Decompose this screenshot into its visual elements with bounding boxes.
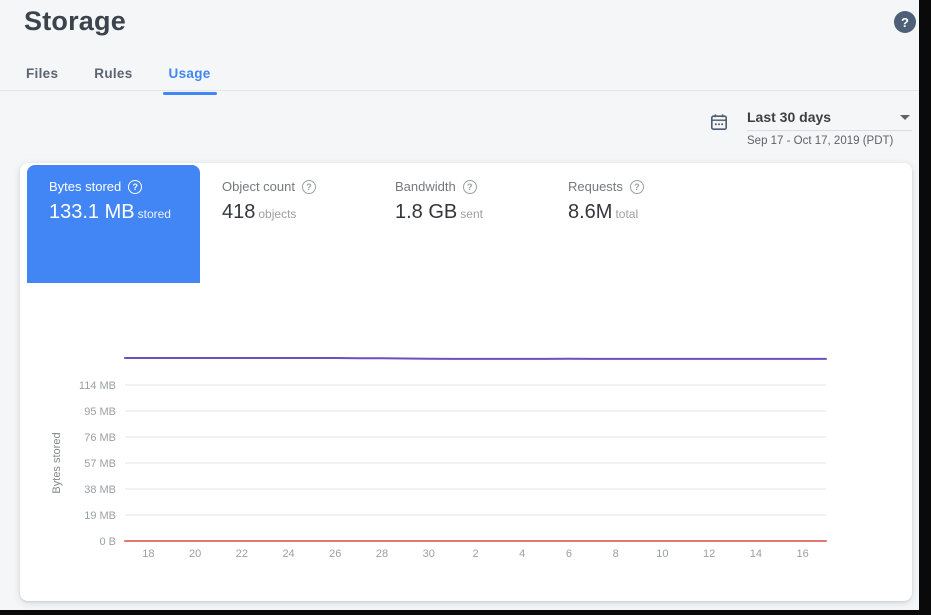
y-tick-label: 38 MB — [84, 484, 116, 496]
stat-bytes-stored[interactable]: Bytes stored ? 133.1 MB stored — [27, 165, 200, 283]
stat-label: Bandwidth — [395, 179, 456, 194]
x-tick-label: 2 — [472, 548, 478, 560]
stat-unit: stored — [137, 207, 171, 221]
x-tick-label: 30 — [423, 548, 435, 560]
chevron-down-icon — [900, 114, 910, 120]
x-tick-label: 18 — [142, 548, 154, 560]
tab-bar: Files Rules Usage — [24, 60, 217, 95]
question-circle-icon[interactable]: ? — [629, 179, 644, 194]
stat-value-row: 1.8 GB sent — [395, 201, 536, 224]
x-tick-label: 24 — [282, 548, 294, 560]
stat-label: Requests — [568, 179, 623, 194]
x-tick-label: 28 — [376, 548, 388, 560]
x-tick-label: 6 — [566, 548, 572, 560]
date-range-label: Last 30 days — [747, 109, 832, 125]
x-tick-label: 20 — [189, 548, 201, 560]
y-tick-label: 19 MB — [84, 510, 116, 522]
stat-object-count[interactable]: Object count ? 418 objects — [200, 165, 373, 283]
x-tick-label: 14 — [750, 548, 762, 560]
y-tick-label: 76 MB — [84, 432, 116, 444]
x-tick-label: 12 — [703, 548, 715, 560]
stat-bandwidth[interactable]: Bandwidth ? 1.8 GB sent — [373, 165, 546, 283]
stat-value-row: 133.1 MB stored — [49, 201, 190, 224]
stats-row: Bytes stored ? 133.1 MB stored Object cou… — [27, 165, 719, 283]
x-tick-label: 16 — [797, 548, 809, 560]
question-circle-icon[interactable]: ? — [462, 179, 477, 194]
tab-usage[interactable]: Usage — [162, 60, 217, 95]
date-range-detail: Sep 17 - Oct 17, 2019 (PDT) — [747, 135, 894, 147]
stat-value: 133.1 MB — [49, 201, 135, 223]
storage-usage-page: Storage ? Files Rules Usage Last 30 days — [0, 0, 919, 610]
stat-value-row: 8.6M total — [568, 201, 709, 224]
y-tick-label: 57 MB — [84, 458, 116, 470]
stat-label: Bytes stored — [49, 179, 122, 194]
question-circle-icon[interactable]: ? — [302, 179, 316, 194]
date-range-select[interactable]: Last 30 days — [747, 109, 912, 131]
stat-label-row: Object count ? — [222, 179, 363, 194]
stat-label: Object count — [222, 179, 295, 194]
stat-requests[interactable]: Requests ? 8.6M total — [546, 165, 719, 283]
date-range-picker[interactable]: Last 30 days Sep 17 - Oct 17, 2019 (PDT) — [709, 109, 912, 147]
stat-value-row: 418 objects — [222, 201, 363, 224]
x-tick-label: 26 — [329, 548, 341, 560]
stat-value: 418 — [222, 201, 256, 223]
y-axis-title: Bytes stored — [51, 432, 63, 493]
stat-unit: total — [615, 207, 639, 221]
help-icon[interactable]: ? — [894, 11, 916, 33]
y-tick-label: 95 MB — [84, 406, 116, 418]
y-tick-label: 0 B — [99, 536, 116, 548]
question-circle-icon[interactable]: ? — [128, 179, 143, 194]
date-range-text: Last 30 days Sep 17 - Oct 17, 2019 (PDT) — [747, 109, 912, 147]
series-bytes-stored — [124, 357, 827, 360]
stat-value: 8.6M — [568, 201, 613, 223]
x-tick-label: 22 — [236, 548, 248, 560]
stat-value: 1.8 GB — [395, 201, 458, 223]
usage-card: Bytes stored ? 133.1 MB stored Object cou… — [20, 163, 912, 601]
x-tick-label: 8 — [613, 548, 619, 560]
tab-rules[interactable]: Rules — [94, 66, 133, 81]
calendar-icon — [710, 114, 727, 130]
stat-label-row: Bytes stored ? — [49, 179, 190, 194]
y-tick-label: 114 MB — [79, 380, 116, 392]
stat-unit: objects — [258, 207, 297, 221]
x-tick-label: 10 — [656, 548, 668, 560]
stat-label-row: Requests ? — [568, 179, 709, 194]
stat-label-row: Bandwidth ? — [395, 179, 536, 194]
x-tick-label: 4 — [519, 548, 525, 560]
stat-unit: sent — [460, 207, 483, 221]
tab-files[interactable]: Files — [26, 66, 59, 81]
page-title: Storage — [24, 6, 126, 36]
tab-bar-divider — [0, 90, 919, 91]
